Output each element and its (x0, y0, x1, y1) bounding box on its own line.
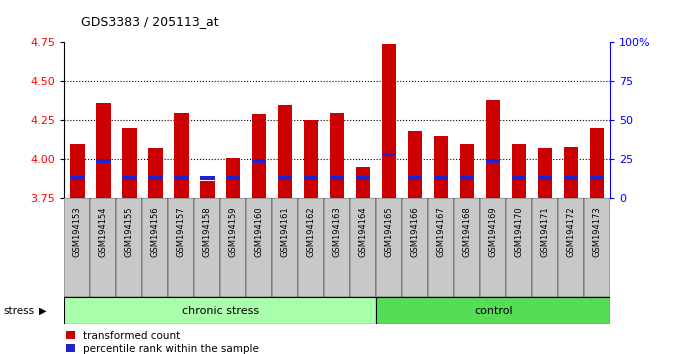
Bar (590, 176, 604, 180)
Text: GSM194165: GSM194165 (385, 206, 394, 257)
Bar (486, 100, 500, 198)
Bar (246, 198, 273, 297)
Bar (351, 198, 376, 297)
Bar (298, 198, 324, 297)
Bar (174, 176, 188, 180)
Bar (590, 128, 604, 198)
Bar (506, 198, 532, 297)
Text: GSM194153: GSM194153 (73, 206, 82, 257)
Text: GSM194168: GSM194168 (463, 206, 472, 257)
Bar (122, 176, 136, 180)
Bar (538, 148, 553, 198)
Bar (460, 176, 475, 180)
Bar (512, 176, 526, 180)
Bar (330, 176, 344, 180)
Text: GSM194161: GSM194161 (281, 206, 290, 257)
Bar (408, 176, 422, 180)
Bar (512, 144, 526, 198)
Bar (71, 144, 85, 198)
Text: GSM194154: GSM194154 (99, 206, 108, 257)
Bar (278, 176, 292, 180)
Bar (174, 113, 188, 198)
Bar (382, 44, 397, 198)
Bar (200, 176, 214, 180)
Bar (584, 198, 610, 297)
Bar (148, 176, 163, 180)
Text: GSM194172: GSM194172 (567, 206, 576, 257)
Bar (64, 198, 90, 297)
Bar (96, 159, 111, 162)
Bar (117, 198, 142, 297)
Bar (220, 198, 246, 297)
Text: stress: stress (3, 306, 35, 316)
Bar (460, 144, 475, 198)
Text: control: control (474, 306, 513, 316)
Bar (226, 158, 241, 198)
Bar (480, 198, 506, 297)
Bar (168, 198, 195, 297)
Text: GSM194167: GSM194167 (437, 206, 445, 257)
Bar (376, 297, 610, 324)
Bar (408, 131, 422, 198)
Bar (90, 198, 117, 297)
Bar (304, 120, 319, 198)
Bar (324, 198, 351, 297)
Bar (252, 159, 266, 162)
Bar (330, 113, 344, 198)
Legend: transformed count, percentile rank within the sample: transformed count, percentile rank withi… (66, 331, 259, 354)
Bar (96, 103, 111, 198)
Bar (64, 297, 376, 324)
Text: GSM194162: GSM194162 (307, 206, 316, 257)
Bar (428, 198, 454, 297)
Bar (434, 136, 448, 198)
Bar (564, 176, 578, 180)
Text: GSM194170: GSM194170 (515, 206, 523, 257)
Bar (148, 148, 163, 198)
Bar (278, 105, 292, 198)
Bar (376, 198, 402, 297)
Bar (454, 198, 480, 297)
Bar (356, 167, 370, 198)
Text: GSM194163: GSM194163 (333, 206, 342, 257)
Bar (122, 128, 136, 198)
Bar (538, 176, 553, 180)
Text: chronic stress: chronic stress (182, 306, 259, 316)
Text: ▶: ▶ (39, 306, 47, 316)
Bar (558, 198, 584, 297)
Bar (142, 198, 168, 297)
Bar (356, 176, 370, 180)
Text: GSM194171: GSM194171 (541, 206, 550, 257)
Bar (226, 176, 241, 180)
Text: GSM194173: GSM194173 (593, 206, 601, 257)
Text: GSM194164: GSM194164 (359, 206, 367, 257)
Bar (200, 181, 214, 198)
Bar (252, 114, 266, 198)
Bar (195, 198, 220, 297)
Text: GSM194156: GSM194156 (151, 206, 160, 257)
Bar (564, 147, 578, 198)
Bar (71, 176, 85, 180)
Bar (434, 176, 448, 180)
Bar (532, 198, 558, 297)
Bar (382, 153, 397, 156)
Text: GSM194159: GSM194159 (229, 206, 238, 257)
Text: GSM194166: GSM194166 (411, 206, 420, 257)
Bar (402, 198, 428, 297)
Text: GSM194160: GSM194160 (255, 206, 264, 257)
Text: GDS3383 / 205113_at: GDS3383 / 205113_at (81, 15, 219, 28)
Bar (486, 159, 500, 162)
Bar (273, 198, 298, 297)
Text: GSM194169: GSM194169 (489, 206, 498, 257)
Text: GSM194158: GSM194158 (203, 206, 212, 257)
Bar (304, 176, 319, 180)
Text: GSM194155: GSM194155 (125, 206, 134, 257)
Text: GSM194157: GSM194157 (177, 206, 186, 257)
